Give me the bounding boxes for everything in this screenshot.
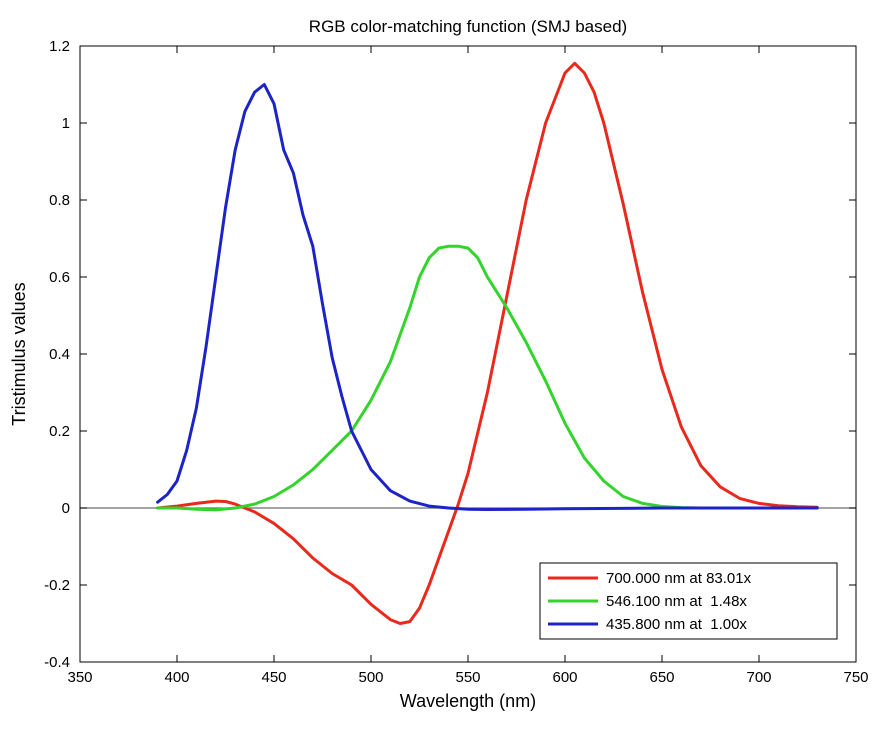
legend-label-2: 546.100 nm at 1.48x [606,593,747,610]
x-tick-label: 400 [164,669,189,686]
y-tick-label: 1.2 [49,38,70,55]
y-tick-label: 0.6 [49,269,70,286]
legend: 700.000 nm at 83.01x 546.100 nm at 1.48x 4… [539,562,838,640]
x-axis-title: Wavelength (nm) [400,691,536,711]
series-line-1 [156,61,819,625]
chart-title: RGB color-matching function (SMJ based) [309,17,627,36]
y-tick-label: 0.4 [49,346,70,363]
y-tick-label: 0.8 [49,192,70,209]
ticks-group: 350 400 450 500 550 600 650 700 750 -0.4 -0.2 0 0.2 0… [44,38,868,686]
x-tick-label: 450 [261,669,286,686]
x-tick-label: 700 [746,669,771,686]
x-tick-label: 350 [67,669,92,686]
series-group [156,61,819,625]
y-tick-label: -0.2 [44,577,70,594]
y-tick-label: 1 [62,115,70,132]
legend-label-1: 700.000 nm at 83.01x [606,570,752,587]
series-line-3 [156,83,819,511]
x-tick-label: 750 [843,669,868,686]
x-tick-label: 500 [358,669,383,686]
y-tick-label: 0.2 [49,423,70,440]
y-tick-label: -0.4 [44,654,70,671]
y-tick-label: 0 [62,500,70,517]
y-axis-title: Tristimulus values [9,282,29,425]
x-tick-label: 600 [552,669,577,686]
x-tick-label: 650 [649,669,674,686]
x-tick-label: 550 [455,669,480,686]
legend-label-3: 435.800 nm at 1.00x [606,616,747,633]
series-line-2 [156,244,819,512]
